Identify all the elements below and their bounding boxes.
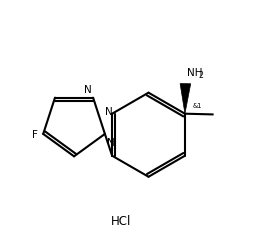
Text: F: F (32, 130, 38, 140)
Text: N: N (105, 107, 113, 118)
Text: HCl: HCl (111, 215, 131, 228)
Text: NH: NH (187, 68, 203, 78)
Text: N: N (84, 85, 92, 95)
Text: N: N (107, 138, 115, 148)
Polygon shape (180, 84, 191, 114)
Text: &1: &1 (192, 103, 202, 109)
Text: 2: 2 (199, 71, 204, 80)
